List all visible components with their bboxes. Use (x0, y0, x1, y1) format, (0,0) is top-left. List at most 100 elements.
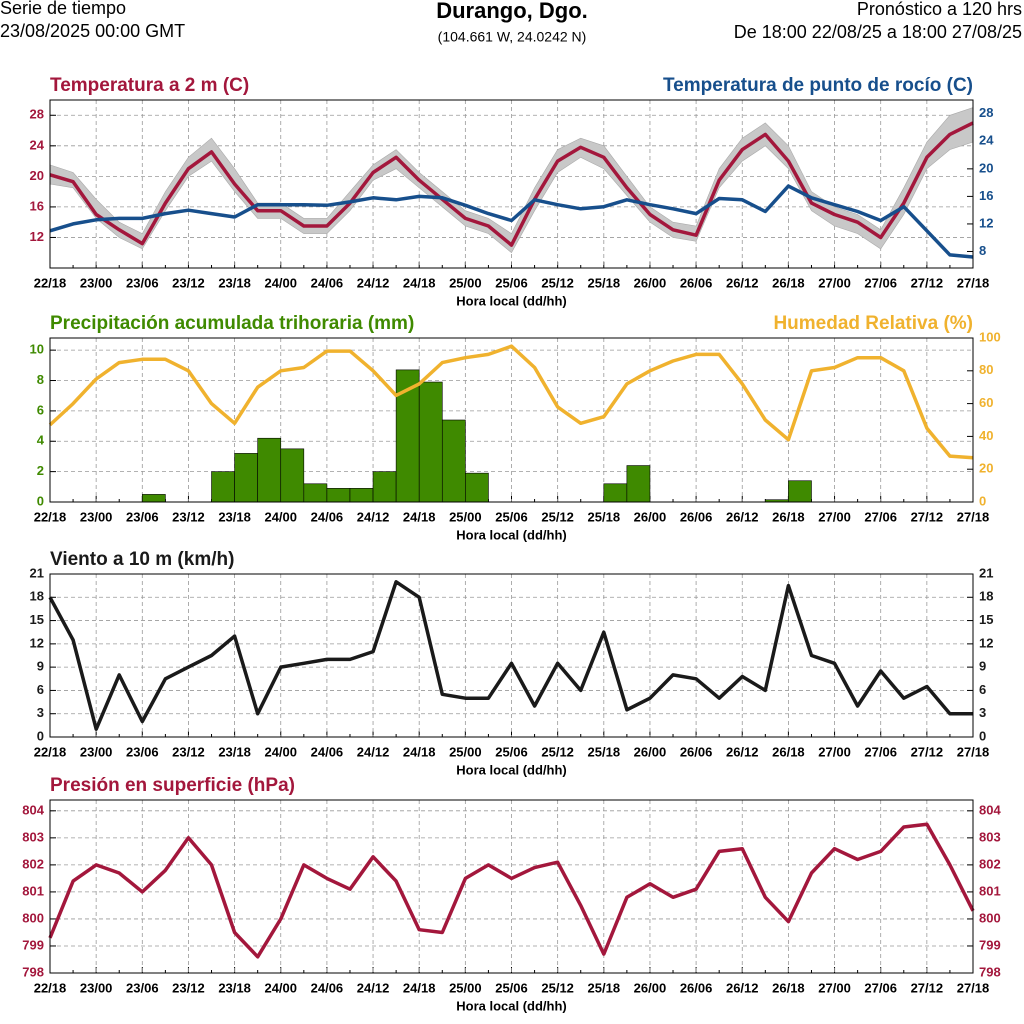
x-tick-label: 24/06 (311, 275, 344, 290)
x-tick-label: 27/18 (957, 275, 990, 290)
x-tick-label: 27/18 (957, 744, 990, 759)
y2-tick-label: 60 (979, 395, 993, 410)
x-tick-label: 27/06 (864, 980, 897, 995)
y-tick-label-right: 804 (979, 802, 1001, 817)
x-tick-label: 24/18 (403, 509, 436, 524)
series-line (48, 580, 973, 731)
y-tick-label-right: 21 (979, 565, 993, 580)
header-right-1: Pronóstico a 120 hrs (857, 0, 1022, 19)
y-tick-label: 4 (37, 433, 45, 448)
x-tick-label: 22/18 (34, 980, 67, 995)
bar (349, 488, 374, 503)
y-tick-label: 24 (30, 137, 45, 152)
header-left-1: Serie de tiempo (0, 0, 126, 18)
series-title: Temperatura a 2 m (C) (50, 75, 249, 96)
y-tick-label: 800 (22, 910, 44, 925)
y-tick-label: 799 (22, 937, 44, 952)
bar (326, 488, 351, 503)
y-tick-label: 21 (30, 565, 44, 580)
y-tick-label: 801 (22, 883, 44, 898)
y-tick-label: 804 (22, 802, 44, 817)
x-tick-label: 25/06 (495, 275, 528, 290)
x-tick-label: 26/12 (726, 275, 759, 290)
x-tick-label: 26/00 (634, 509, 667, 524)
x-tick-label: 27/06 (864, 509, 897, 524)
x-tick-label: 26/00 (634, 275, 667, 290)
x-tick-label: 24/00 (264, 275, 297, 290)
x-axis-label: Hora local (dd/hh) (456, 762, 567, 777)
x-tick-label: 27/00 (818, 980, 851, 995)
x-tick-label: 26/06 (680, 509, 713, 524)
x-tick-label: 26/06 (680, 980, 713, 995)
x-tick-label: 27/12 (911, 744, 944, 759)
y-tick-label-right: 15 (979, 612, 993, 627)
x-tick-label: 23/12 (172, 509, 205, 524)
y-tick-label: 803 (22, 829, 44, 844)
x-tick-label: 25/12 (541, 275, 574, 290)
y-tick-label-right: 800 (979, 910, 1001, 925)
y-tick-label-right: 18 (979, 589, 993, 604)
x-tick-label: 27/12 (911, 509, 944, 524)
x-tick-label: 25/06 (495, 744, 528, 759)
x-tick-label: 23/00 (80, 744, 113, 759)
y-tick-label-right: 3 (979, 705, 986, 720)
y2-tick-label: 24 (979, 133, 994, 148)
plot-frame (49, 337, 974, 503)
x-tick-label: 27/00 (818, 509, 851, 524)
series-line (48, 344, 974, 460)
x-tick-label: 25/18 (588, 275, 621, 290)
y2-tick-label: 12 (979, 215, 993, 230)
x-tick-label: 26/00 (634, 744, 667, 759)
y-tick-label: 8 (37, 372, 44, 387)
y2-tick-label: 80 (979, 362, 993, 377)
x-tick-label: 23/06 (126, 275, 159, 290)
y-tick-label-right: 6 (979, 682, 986, 697)
y-tick-label-right: 798 (979, 964, 1001, 979)
x-tick-label: 25/06 (495, 509, 528, 524)
x-tick-label: 23/00 (80, 509, 113, 524)
x-tick-label: 24/00 (264, 509, 297, 524)
x-tick-label: 25/18 (588, 509, 621, 524)
x-tick-label: 25/12 (541, 509, 574, 524)
y-tick-label: 798 (22, 964, 44, 979)
y-tick-label: 20 (30, 168, 44, 183)
bar (626, 465, 651, 503)
x-axis-label: Hora local (dd/hh) (456, 527, 567, 542)
bar (234, 453, 258, 503)
series-title: Precipitación acumulada trihoraria (mm) (50, 313, 414, 334)
y2-tick-label: 40 (979, 428, 993, 443)
y-tick-label-right: 0 (979, 728, 986, 743)
y-tick-label: 2 (37, 463, 44, 478)
y-tick-label: 18 (30, 589, 44, 604)
series-line (48, 822, 975, 959)
x-tick-label: 27/12 (911, 980, 944, 995)
x-tick-label: 23/00 (80, 275, 113, 290)
x-tick-label: 26/06 (680, 744, 713, 759)
x-tick-label: 25/12 (541, 980, 574, 995)
bar (603, 483, 628, 503)
x-tick-label: 23/18 (218, 980, 251, 995)
x-tick-label: 24/06 (311, 744, 344, 759)
y-tick-label: 12 (30, 635, 44, 650)
x-tick-label: 23/18 (218, 275, 251, 290)
bar (788, 480, 812, 503)
x-tick-label: 22/18 (34, 275, 67, 290)
x-tick-label: 23/06 (126, 980, 159, 995)
y-tick-label: 15 (30, 612, 44, 627)
bar (280, 448, 305, 503)
x-tick-label: 24/18 (403, 980, 436, 995)
x-tick-label: 25/00 (449, 509, 482, 524)
y-tick-label-right: 799 (979, 937, 1001, 952)
x-tick-label: 25/18 (588, 980, 621, 995)
y-tick-label: 12 (30, 229, 44, 244)
y-tick-label: 6 (37, 682, 44, 697)
x-tick-label: 27/06 (864, 275, 897, 290)
bar (465, 472, 489, 503)
x-tick-label: 25/06 (495, 980, 528, 995)
x-tick-label: 23/06 (126, 744, 159, 759)
x-tick-label: 26/12 (726, 744, 759, 759)
y-tick-label-right: 803 (979, 829, 1001, 844)
x-tick-label: 23/12 (172, 980, 205, 995)
y2-tick-label: 20 (979, 160, 993, 175)
x-tick-label: 23/12 (172, 744, 205, 759)
